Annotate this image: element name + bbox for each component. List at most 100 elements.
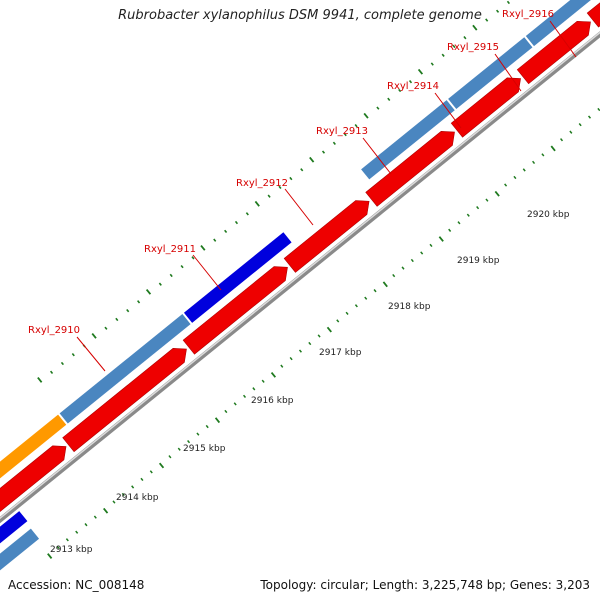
- tick-mark: [513, 175, 517, 180]
- tick-mark: [112, 500, 116, 504]
- tick-mark: [597, 107, 600, 112]
- tick-mark: [363, 112, 369, 119]
- gene-arrow-8: [586, 2, 600, 28]
- gene-arrow-7: [516, 20, 591, 85]
- backbone-line: [0, 31, 600, 524]
- tick-mark: [364, 296, 368, 300]
- scale-label: 2917 kbp: [319, 348, 362, 358]
- gene-bar-rxyl-2913: [361, 100, 455, 180]
- tick-mark: [93, 515, 97, 519]
- gene-label: Rxyl_2912: [236, 178, 288, 189]
- tick-mark: [60, 361, 64, 366]
- tick-mark: [485, 198, 489, 202]
- upper-tick-row: [37, 0, 510, 383]
- tick-mark: [270, 371, 277, 378]
- scale-labels: 2913 kbp 2914 kbp 2915 kbp 2916 kbp 2917 kbp…: [50, 210, 570, 555]
- label-leader-line: [362, 137, 392, 175]
- tick-mark: [309, 156, 315, 163]
- tick-mark: [137, 300, 141, 304]
- tick-mark: [71, 353, 75, 357]
- label-leader-line: [284, 188, 314, 226]
- tick-mark: [495, 9, 500, 13]
- gene-arrow-5: [365, 131, 455, 207]
- tick-mark: [289, 356, 293, 361]
- tick-mark: [224, 409, 228, 414]
- gene-bar-rxyl-2915: [525, 0, 591, 47]
- tick-mark: [140, 477, 144, 482]
- tick-mark: [506, 0, 510, 5]
- tick-mark: [298, 349, 302, 353]
- gene-arrow-4: [283, 200, 370, 273]
- tick-mark: [420, 251, 424, 255]
- gene-arrow-3: [182, 266, 288, 355]
- tick-mark: [336, 319, 340, 323]
- gene-arrow-2: [62, 348, 187, 453]
- tick-mark: [177, 447, 181, 451]
- tick-mark: [504, 183, 508, 187]
- tick-mark: [332, 141, 336, 146]
- tick-mark: [485, 18, 489, 22]
- gene-label: Rxyl_2914: [387, 81, 439, 92]
- tick-mark: [245, 212, 249, 216]
- tick-mark: [224, 229, 228, 234]
- tick-mark: [149, 470, 153, 474]
- tick-mark: [441, 53, 445, 57]
- scale-label: 2918 kbp: [388, 302, 431, 312]
- tick-mark: [233, 402, 237, 406]
- tick-mark: [49, 370, 54, 374]
- tick-mark: [261, 379, 265, 383]
- tick-mark: [158, 462, 165, 469]
- tick-mark: [168, 455, 172, 459]
- tick-mark: [532, 160, 536, 165]
- gene-bar-rxyl-2911: [183, 232, 292, 323]
- tick-mark: [343, 132, 347, 137]
- tick-mark: [417, 68, 424, 75]
- tick-mark: [326, 326, 332, 333]
- tick-mark: [213, 238, 217, 242]
- tick-mark: [560, 138, 564, 142]
- tick-mark: [578, 123, 582, 127]
- tick-mark: [289, 176, 293, 181]
- tick-mark: [448, 228, 452, 232]
- tick-mark: [65, 538, 69, 542]
- scale-label: 2920 kbp: [527, 210, 570, 220]
- gene-label: Rxyl_2910: [28, 325, 80, 336]
- tick-mark: [104, 326, 108, 330]
- tick-mark: [476, 206, 480, 210]
- tick-mark: [103, 507, 109, 514]
- tick-mark: [376, 106, 380, 110]
- tick-mark: [354, 124, 358, 128]
- tick-mark: [121, 492, 125, 497]
- tick-mark: [234, 220, 239, 225]
- genome-summary-text: Topology: circular; Length: 3,225,748 bp…: [260, 578, 590, 592]
- label-leader-line: [192, 254, 222, 291]
- tick-mark: [158, 282, 162, 286]
- tick-mark: [321, 150, 326, 154]
- gene-labels: Rxyl_2910 Rxyl_2911 Rxyl_2912 Rxyl_2913 Rxyl…: [28, 9, 577, 372]
- tick-mark: [187, 440, 191, 444]
- scale-label: 2914 kbp: [116, 493, 159, 503]
- gene-bar-rxyl-2910: [59, 313, 191, 424]
- tick-mark: [408, 80, 413, 84]
- tick-mark: [252, 387, 256, 391]
- scale-label: 2919 kbp: [457, 256, 500, 266]
- tick-mark: [115, 317, 119, 322]
- tick-mark: [382, 281, 388, 288]
- tick-mark: [550, 145, 556, 152]
- scale-label: 2916 kbp: [251, 396, 294, 406]
- tick-mark: [387, 97, 391, 101]
- gene-bar-lower-blue: [0, 511, 28, 544]
- tick-mark: [466, 213, 470, 217]
- tick-mark: [200, 244, 206, 251]
- tick-mark: [169, 273, 173, 278]
- tick-mark: [145, 288, 152, 295]
- tick-mark: [280, 364, 284, 368]
- tick-mark: [354, 304, 358, 308]
- tick-mark: [131, 485, 135, 489]
- tick-mark: [452, 44, 456, 49]
- gene-label: Rxyl_2913: [316, 126, 368, 137]
- tick-mark: [267, 194, 271, 198]
- tick-mark: [191, 256, 195, 260]
- tick-mark: [196, 432, 200, 436]
